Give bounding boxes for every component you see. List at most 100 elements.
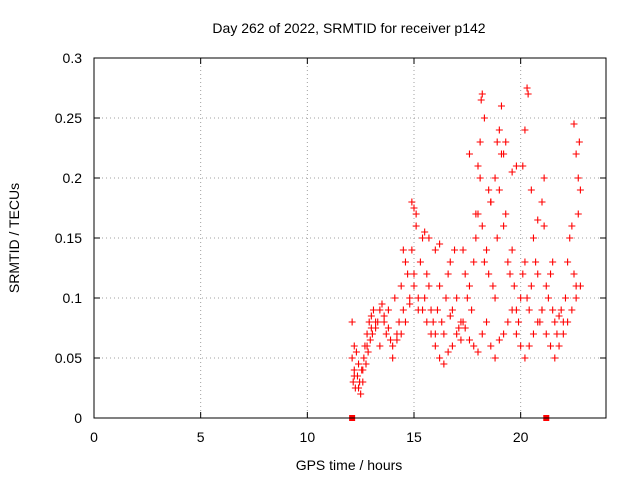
data-point (512, 162, 520, 170)
data-point (429, 318, 437, 326)
data-point (564, 258, 572, 266)
y-axis-label: SRMTID / TECUs (6, 183, 22, 293)
data-point (478, 330, 486, 338)
data-point (547, 342, 555, 350)
data-point (538, 306, 546, 314)
data-point (397, 330, 405, 338)
y-tick-label: 0.25 (55, 110, 82, 126)
data-point (506, 270, 514, 278)
data-point (544, 294, 552, 302)
data-point (399, 246, 407, 254)
data-point (470, 258, 478, 266)
y-tick-label: 0.1 (63, 290, 83, 306)
data-point (359, 366, 367, 374)
data-point (416, 258, 424, 266)
data-point (423, 270, 431, 278)
data-point (502, 210, 510, 218)
data-point (542, 330, 550, 338)
data-point (491, 294, 499, 302)
data-point (574, 174, 582, 182)
data-point (350, 366, 358, 374)
data-point (451, 246, 459, 254)
data-point (360, 354, 368, 362)
data-point (366, 336, 374, 344)
data-point (408, 246, 416, 254)
data-point (568, 306, 576, 314)
data-point (508, 306, 516, 314)
data-point (485, 186, 493, 194)
data-point (442, 294, 450, 302)
x-tick-label: 0 (90, 429, 98, 445)
data-point (406, 300, 414, 308)
data-point (512, 330, 520, 338)
data-point (448, 306, 456, 314)
data-point (476, 138, 484, 146)
data-point (355, 384, 363, 392)
data-point (495, 126, 503, 134)
data-point (391, 294, 399, 302)
data-point (542, 282, 550, 290)
data-point (410, 270, 418, 278)
data-point (465, 282, 473, 290)
grid (94, 58, 606, 418)
data-point (493, 234, 501, 242)
data-point (508, 168, 516, 176)
data-point (521, 354, 529, 362)
data-point (367, 312, 375, 320)
data-point (549, 258, 557, 266)
data-point (478, 222, 486, 230)
data-point (576, 186, 584, 194)
data-point (395, 318, 403, 326)
data-point (410, 204, 418, 212)
x-tick-label: 10 (300, 429, 316, 445)
data-point (389, 354, 397, 362)
data-point (574, 210, 582, 218)
data-point (457, 318, 465, 326)
x-tick-label: 20 (513, 429, 529, 445)
data-point (436, 282, 444, 290)
data-point (404, 270, 412, 278)
y-tick-label: 0.3 (63, 50, 83, 66)
data-point (534, 318, 542, 326)
data-point (561, 294, 569, 302)
data-point (487, 342, 495, 350)
data-point (425, 234, 433, 242)
data-point (364, 348, 372, 356)
axis-ticks: 0 5 10 15 20 0 0.05 0.1 0.15 0.2 0.25 0.3 (55, 50, 606, 445)
data-point (463, 294, 471, 302)
data-point (521, 126, 529, 134)
data-point (376, 342, 384, 350)
data-point (472, 210, 480, 218)
data-point (419, 234, 427, 242)
data-point (448, 342, 456, 350)
data-point (472, 234, 480, 242)
data-point (495, 336, 503, 344)
data-point (421, 228, 429, 236)
data-point (372, 318, 380, 326)
data-point (527, 186, 535, 194)
data-point (419, 306, 427, 314)
data-point (365, 318, 373, 326)
data-point (564, 318, 572, 326)
data-point (465, 336, 473, 344)
data-point (457, 336, 465, 344)
data-point (359, 378, 367, 386)
data-point (476, 174, 484, 182)
data-point (470, 342, 478, 350)
data-point (414, 294, 422, 302)
data-point (369, 306, 377, 314)
y-tick-label: 0.15 (55, 230, 82, 246)
x-axis-label: GPS time / hours (296, 457, 403, 473)
data-point (431, 246, 439, 254)
data-point (504, 258, 512, 266)
data-point (534, 216, 542, 224)
data-point (477, 96, 485, 104)
data-point (474, 162, 482, 170)
data-point (555, 342, 563, 350)
data-point (557, 306, 565, 314)
data-point (524, 90, 532, 98)
x-tick-label: 15 (406, 429, 422, 445)
data-point (487, 198, 495, 206)
data-point (459, 246, 467, 254)
data-point (502, 138, 510, 146)
